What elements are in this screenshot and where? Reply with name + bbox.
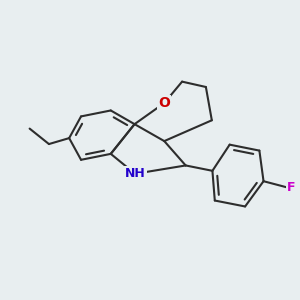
- Text: NH: NH: [125, 167, 146, 180]
- Text: F: F: [287, 181, 296, 194]
- Text: O: O: [158, 96, 170, 110]
